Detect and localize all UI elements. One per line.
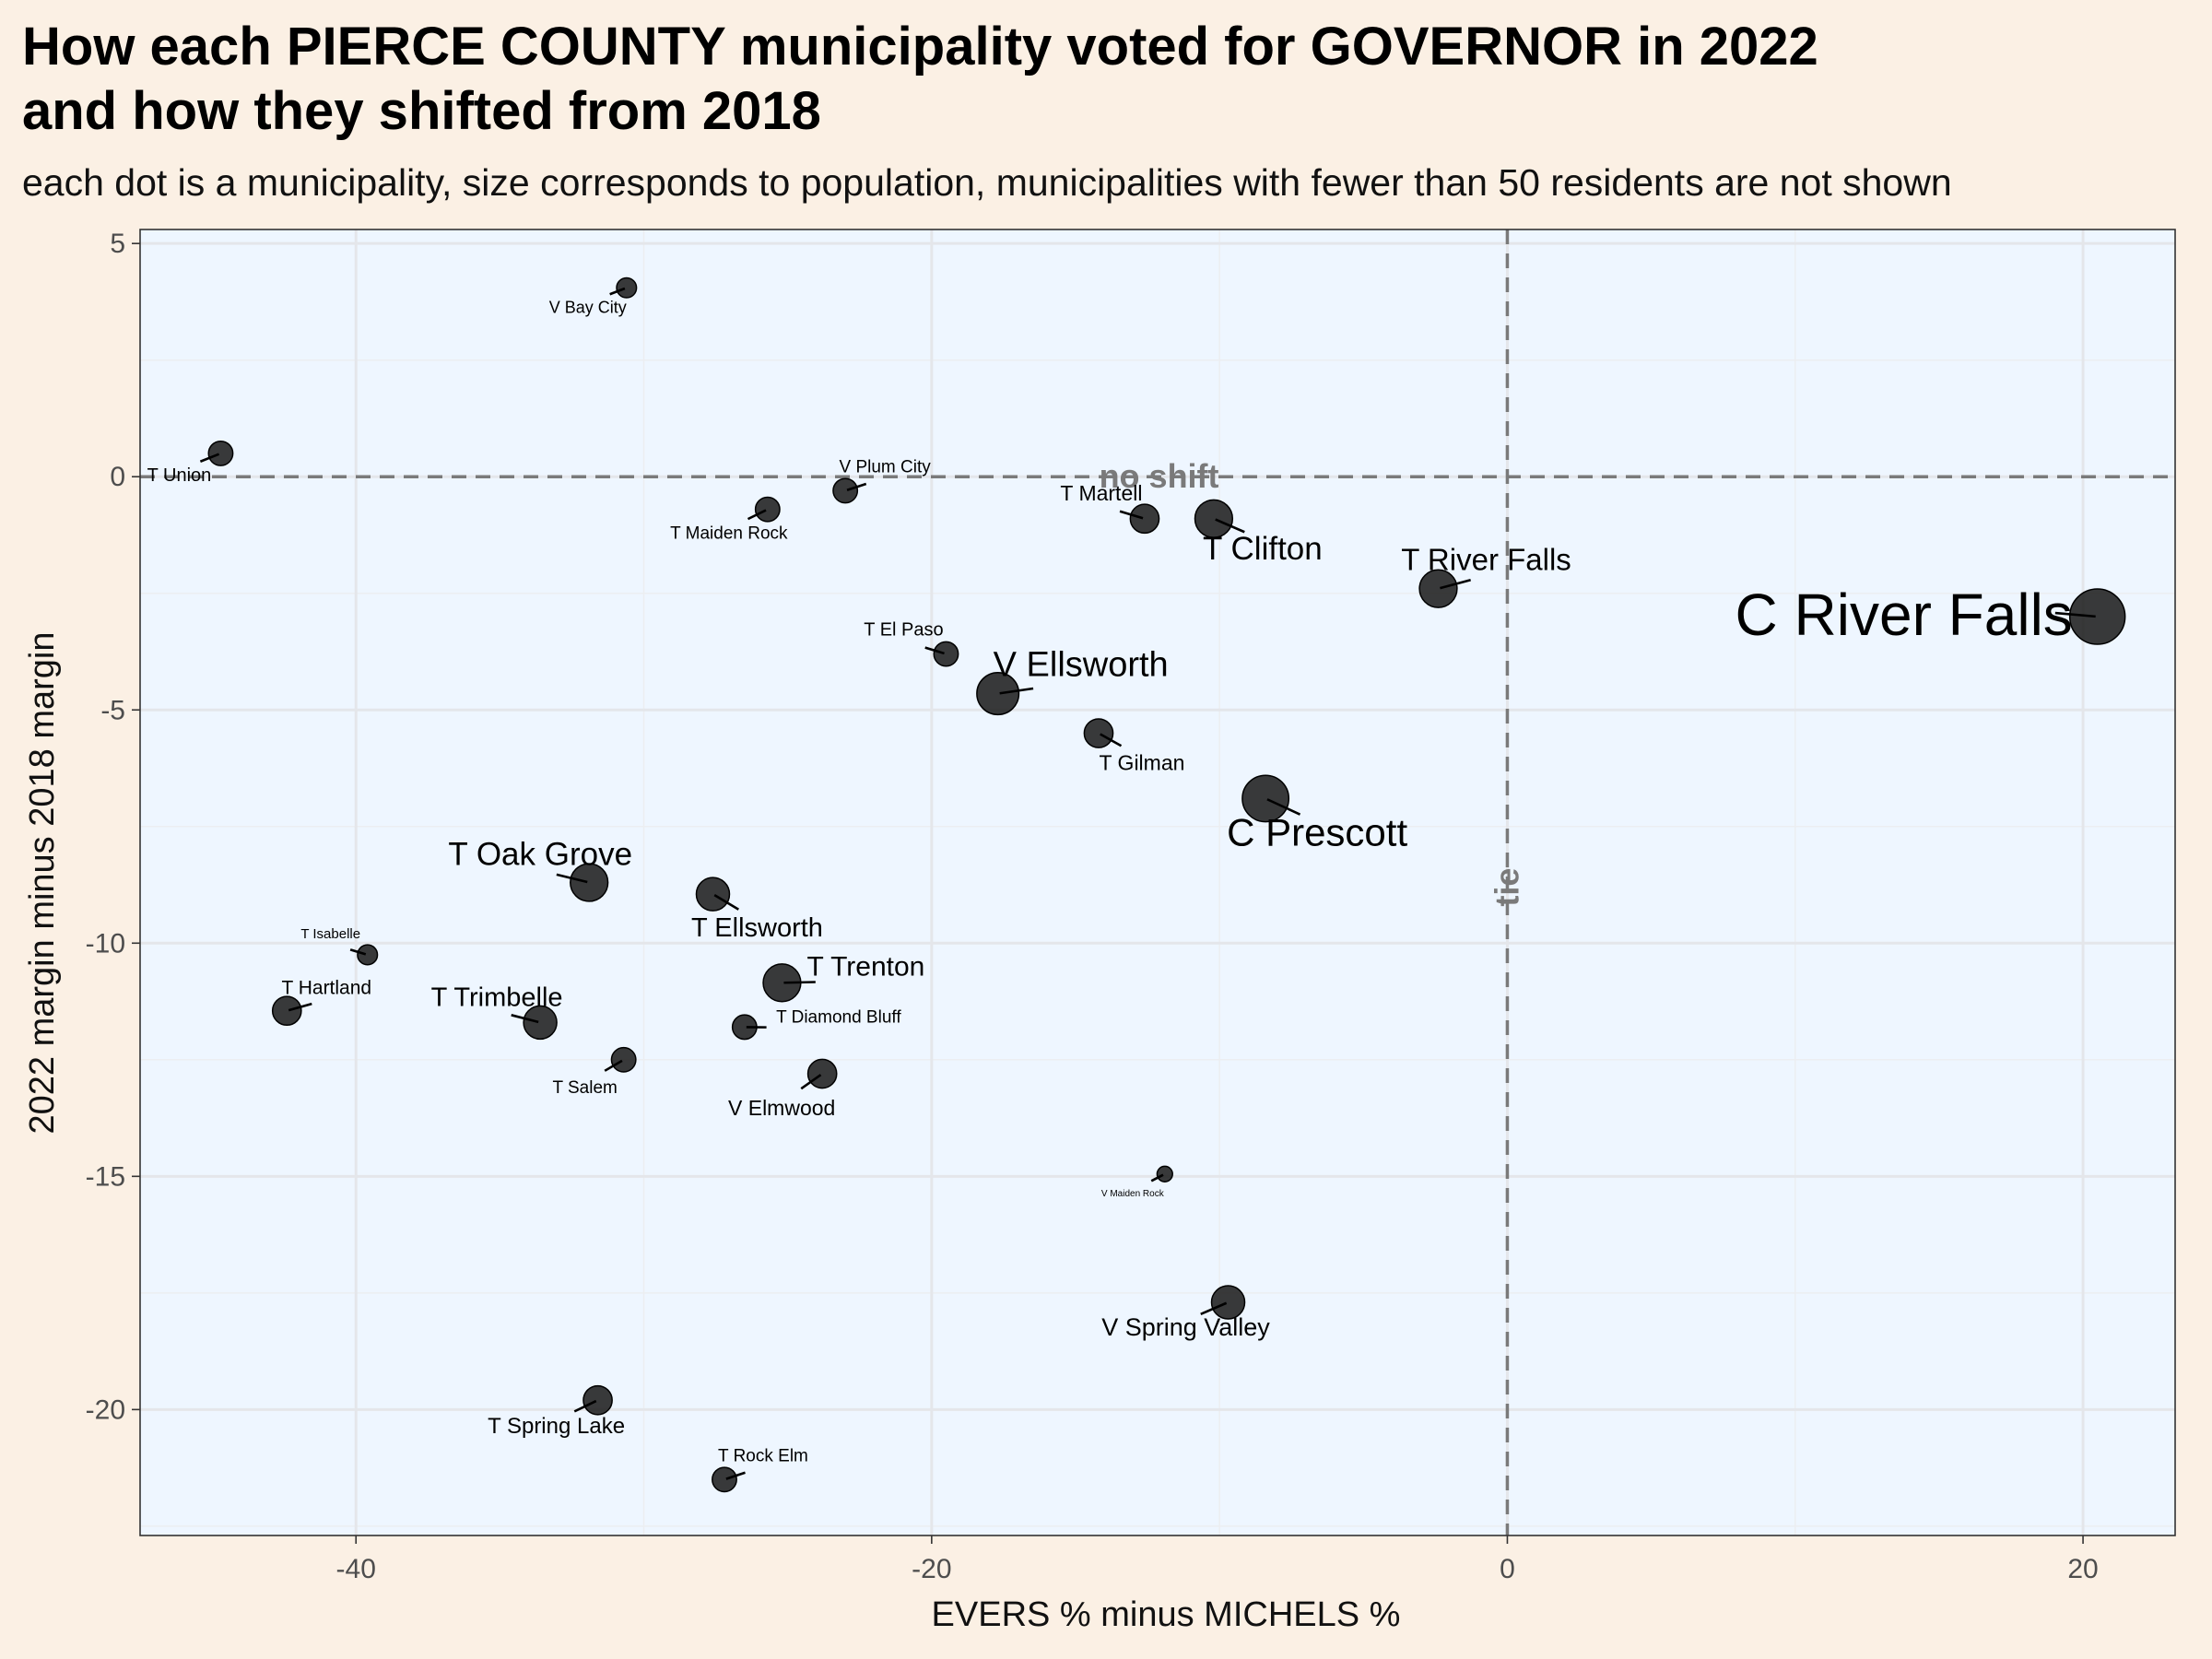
y-tick-label: -5 [100,695,125,725]
plot-border [139,229,2176,1536]
data-point [1210,1285,1246,1320]
y-tick-label: -20 [86,1394,125,1425]
point-label: V Plum City [840,457,932,477]
data-point [1083,718,1114,748]
x-tick-label: -40 [336,1554,376,1584]
label-leader [713,894,739,911]
point-label: T Maiden Rock [670,524,788,544]
chart-title-line1: How each PIERCE COUNTY municipality vote… [22,17,1818,76]
chart-title-line2: and how they shifted from 2018 [22,81,821,141]
point-label: V Elmwood [728,1096,835,1120]
x-axis-ticks: -40 -20 0 20 [336,1535,2099,1584]
label-leader [288,1002,312,1012]
data-point [1418,569,1458,608]
label-leader [604,1059,623,1072]
label-leader [556,873,588,884]
tie-label: tie [1488,868,1525,907]
label-leader [573,1399,597,1413]
label-leader [1266,798,1301,816]
point-label: T Diamond Bluff [776,1007,901,1027]
data-point [712,1466,737,1493]
no-shift-label: no shift [1100,457,1219,495]
data-point [806,1058,838,1089]
data-point [976,671,1020,716]
data-point [616,276,638,299]
point-label: V Bay City [549,298,627,316]
label-leader [1100,733,1123,747]
data-point [832,477,859,504]
y-tick-label: 0 [110,462,125,492]
data-point [357,944,379,966]
data-point [207,440,234,466]
label-leader [511,1014,539,1024]
label-leader [199,453,220,463]
point-label: T Spring Lake [488,1414,625,1439]
plot-panel [140,229,2175,1535]
point-label: C River Falls [1735,582,2073,648]
x-tick-label: 20 [2067,1554,2098,1584]
point-label: T River Falls [1401,543,1571,577]
y-tick-label: 5 [110,229,125,259]
label-leader [1215,518,1245,534]
label-leader [924,646,945,655]
data-point [610,1046,637,1073]
label-leader [999,687,1034,695]
label-leader [1200,1301,1228,1315]
data-point [523,1005,558,1041]
point-label: V Ellsworth [994,646,1169,685]
y-tick-label: -10 [86,928,125,959]
data-point [695,877,731,912]
y-axis-title: 2022 margin minus 2018 margin [23,632,62,1135]
point-label: T Ellsworth [691,913,823,943]
y-axis-ticks: 5 0 -5 -10 -15 -20 [86,229,140,1425]
point-labels: V Bay City T Union V Plum City T Maiden Roc… [147,287,2096,1480]
chart-subtitle: each dot is a municipality, size corresp… [22,161,1952,204]
point-label: T Trimbelle [431,982,563,1012]
point-label: T Hartland [281,978,371,999]
data-point [271,995,302,1027]
label-leader [800,1074,822,1090]
point-label: T Martell [1060,481,1142,505]
point-label: T El Paso [864,620,943,641]
x-tick-label: 0 [1500,1554,1515,1584]
data-point [2068,588,2126,645]
point-label: T Trenton [807,951,925,982]
point-label: T Oak Grove [448,837,632,873]
point-label: T Clifton [1203,531,1323,567]
point-label: V Spring Valley [1101,1313,1270,1341]
data-point [1129,503,1160,535]
data-point [570,863,609,902]
point-label: T Isabelle [300,926,360,942]
label-leader [783,981,816,984]
data-point [754,496,781,523]
point-label: T Salem [552,1078,617,1098]
data-point [1156,1165,1173,1182]
reference-lines: no shift tie [140,229,2175,1535]
data-point [1194,499,1234,538]
label-leader [2054,611,2096,618]
x-tick-label: -20 [912,1554,951,1584]
label-leader [609,287,626,296]
point-label: T Union [147,465,212,486]
point-label: V Maiden Rock [1101,1189,1165,1199]
label-leader [1119,510,1144,520]
label-leader [1150,1173,1164,1182]
data-point [1241,774,1290,823]
label-leader [747,509,767,521]
x-axis-title: EVERS % minus MICHELS % [932,1595,1401,1634]
y-tick-label: -15 [86,1161,125,1192]
label-leader [1440,578,1471,590]
data-point [582,1384,613,1416]
point-label: T Rock Elm [718,1446,808,1465]
data-point [933,641,959,667]
label-leader [846,482,867,492]
data-points [207,276,2126,1493]
label-leader [725,1471,746,1480]
point-label: T Gilman [1100,751,1185,775]
label-leader [349,948,367,956]
point-label: C Prescott [1227,810,1407,853]
